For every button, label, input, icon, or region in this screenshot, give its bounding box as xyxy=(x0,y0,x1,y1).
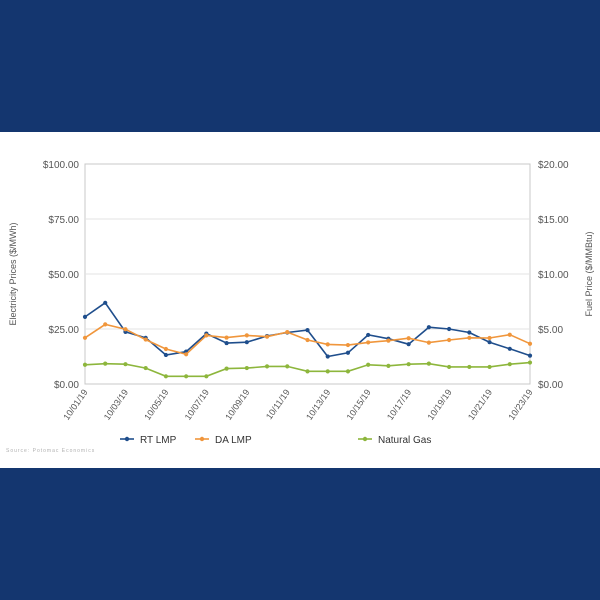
x-tick-label: 10/21/19 xyxy=(466,387,494,421)
series-point-1 xyxy=(345,342,351,348)
series-point-0 xyxy=(406,342,411,347)
series-point-2 xyxy=(103,361,108,366)
series-point-0 xyxy=(82,314,88,319)
y-tick-right: $5.00 xyxy=(538,325,563,336)
series-point-1 xyxy=(467,335,472,340)
series-point-1 xyxy=(204,333,209,338)
series-point-1 xyxy=(446,337,452,343)
legend-label: RT LMP xyxy=(140,435,177,446)
series-point-0 xyxy=(467,330,472,335)
series-point-2 xyxy=(204,374,209,379)
series-point-1 xyxy=(184,352,189,357)
x-tick-label: 10/09/19 xyxy=(223,387,251,421)
series-point-0 xyxy=(487,340,492,345)
series-point-0 xyxy=(224,340,229,346)
series-point-2 xyxy=(285,364,290,369)
series-point-0 xyxy=(244,340,249,345)
x-tick-label: 10/17/19 xyxy=(385,387,413,421)
series-point-1 xyxy=(325,342,330,347)
x-tick-label: 10/03/19 xyxy=(102,387,130,421)
series-point-1 xyxy=(305,337,310,343)
series-point-2 xyxy=(163,374,169,379)
series-point-0 xyxy=(366,332,371,338)
series-point-1 xyxy=(527,341,533,346)
lmp-chart: $0.00 $0.00 $25.00 $5.00 $50.00 $10.00 $75.00 $… xyxy=(8,160,594,446)
series-point-1 xyxy=(244,333,249,338)
series-point-0 xyxy=(325,354,330,359)
legend-swatch-marker xyxy=(124,436,130,442)
y-tick-left: $100.00 xyxy=(43,160,80,171)
y-tick-right: $20.00 xyxy=(538,160,569,171)
y-tick-left: $0.00 xyxy=(54,380,79,391)
x-tick-label: 10/11/19 xyxy=(264,387,292,421)
series-point-1 xyxy=(264,334,270,339)
series-point-2 xyxy=(305,369,310,374)
y-axis-title-left: Electricity Prices ($/MWh) xyxy=(8,222,18,325)
x-tick-label: 10/01/19 xyxy=(61,387,89,421)
series-point-0 xyxy=(163,352,169,358)
x-tick-label: 10/13/19 xyxy=(304,387,332,421)
series-point-2 xyxy=(507,362,512,367)
footnote: Source: Potomac Economics xyxy=(6,448,96,454)
series-point-1 xyxy=(487,335,492,341)
series-point-2 xyxy=(467,364,472,370)
series-point-1 xyxy=(386,338,391,343)
series-point-0 xyxy=(507,346,512,351)
series-point-2 xyxy=(224,366,229,371)
series-point-2 xyxy=(386,363,391,368)
x-tick-label: 10/15/19 xyxy=(345,387,373,421)
series-point-0 xyxy=(426,325,431,330)
x-tick-label: 10/23/19 xyxy=(506,387,534,421)
series-point-0 xyxy=(345,350,351,355)
series-point-2 xyxy=(406,362,411,367)
legend-label: DA LMP xyxy=(215,435,252,446)
series-point-1 xyxy=(426,340,431,345)
series-point-1 xyxy=(406,336,411,341)
y-tick-left: $50.00 xyxy=(48,270,79,281)
y-tick-right: $10.00 xyxy=(538,270,569,281)
series-point-2 xyxy=(184,374,189,379)
series-point-0 xyxy=(446,326,452,332)
series-point-1 xyxy=(123,327,128,332)
y-tick-right: $15.00 xyxy=(538,215,569,226)
x-tick-label: 10/05/19 xyxy=(142,387,170,421)
series-point-2 xyxy=(264,364,270,369)
series-point-1 xyxy=(507,332,512,337)
series-point-2 xyxy=(345,369,351,374)
series-point-2 xyxy=(446,364,452,370)
legend-label: Natural Gas xyxy=(378,435,431,446)
y-tick-left: $25.00 xyxy=(48,325,79,336)
y-tick-left: $75.00 xyxy=(48,215,79,226)
series-point-2 xyxy=(487,364,492,370)
series-point-1 xyxy=(82,335,88,340)
y-tick-right: $0.00 xyxy=(538,380,563,391)
series-point-2 xyxy=(244,365,249,371)
series-point-1 xyxy=(163,346,169,352)
series-point-1 xyxy=(285,329,290,335)
series-point-1 xyxy=(224,335,229,340)
series-point-2 xyxy=(426,361,431,366)
series-point-2 xyxy=(82,362,88,367)
x-tick-label: 10/19/19 xyxy=(425,387,453,421)
series-point-2 xyxy=(123,362,128,367)
x-tick-label: 10/07/19 xyxy=(183,387,211,421)
series-point-2 xyxy=(366,362,371,367)
legend-swatch-marker xyxy=(199,436,205,442)
series-point-1 xyxy=(103,322,108,327)
series-point-1 xyxy=(366,340,371,345)
legend-swatch-marker xyxy=(362,436,368,442)
y-axis-title-right: Fuel Price ($/MMBtu) xyxy=(584,231,594,316)
series-point-0 xyxy=(527,353,533,358)
series-point-2 xyxy=(143,365,148,371)
series-point-0 xyxy=(305,328,310,333)
chart-panel: $0.00 $0.00 $25.00 $5.00 $50.00 $10.00 $75.00 $… xyxy=(0,132,600,468)
series-point-2 xyxy=(527,360,533,365)
series-point-2 xyxy=(325,369,330,374)
series-point-0 xyxy=(103,300,108,305)
series-point-1 xyxy=(143,337,148,342)
